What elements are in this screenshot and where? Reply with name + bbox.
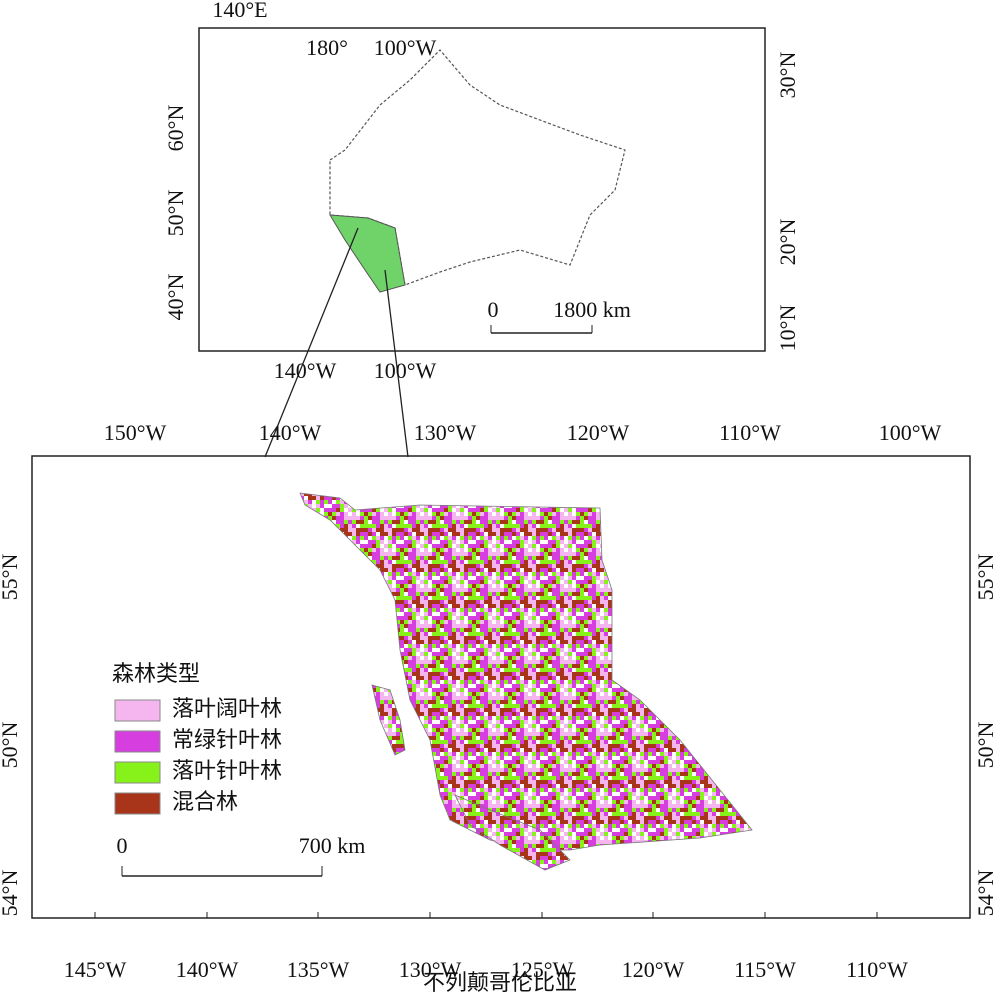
- main-right-label: 50°N: [973, 722, 998, 769]
- canada-outline: [329, 49, 626, 286]
- main-right-label: 54°N: [973, 870, 998, 917]
- inset-frame: [198, 27, 766, 352]
- main-left-label: 54°N: [0, 870, 22, 917]
- main-top-label: 130°W: [414, 420, 477, 445]
- main-right-label: 55°N: [973, 554, 998, 601]
- connector: [384, 269, 409, 458]
- main-bottom-label: 120°W: [622, 957, 685, 982]
- main-top-label: 150°W: [104, 420, 167, 445]
- legend-label: 落叶针叶林: [172, 758, 282, 783]
- main-bottom-label: 130°W: [399, 957, 462, 982]
- main-top-label: 120°W: [567, 420, 630, 445]
- caption: 不列颠哥伦比亚: [423, 970, 577, 995]
- inset-bottom-label: 100°W: [374, 358, 437, 383]
- main-bottom-label: 135°W: [287, 957, 350, 982]
- inset-right-label: 30°N: [775, 52, 800, 99]
- legend-label: 混合林: [172, 789, 238, 814]
- legend-swatch: [114, 730, 161, 753]
- main-left-label: 55°N: [0, 554, 22, 601]
- inset-corner-label: 140°E: [212, 0, 267, 22]
- inset-scale-label: 0: [488, 297, 499, 322]
- inset-right-label: 20°N: [775, 219, 800, 266]
- main-bottom-label: 110°W: [846, 957, 908, 982]
- legend-swatch: [114, 792, 161, 815]
- inset-right-label: 10°N: [775, 305, 800, 352]
- main-top-label: 110°W: [719, 420, 781, 445]
- haida-gwaii: [371, 684, 406, 756]
- inset-top-label: 180°: [306, 35, 348, 60]
- inset-left-label: 40°N: [163, 274, 188, 321]
- inset-left-label: 60°N: [163, 105, 188, 152]
- main-scale-label: 0: [117, 833, 128, 858]
- legend-label: 落叶阔叶林: [172, 696, 282, 721]
- main-top-label: 140°W: [259, 420, 322, 445]
- legend-swatch: [114, 761, 161, 784]
- main-top-label: 100°W: [879, 420, 942, 445]
- inset-left-label: 50°N: [163, 190, 188, 237]
- connector: [264, 227, 359, 458]
- inset-top-label: 100°W: [374, 35, 437, 60]
- inset-bottom-label: 140°W: [274, 358, 337, 383]
- legend-title: 森林类型: [112, 661, 200, 686]
- bc-inset: [329, 214, 406, 293]
- main-frame: [31, 455, 971, 919]
- legend-swatch: [114, 699, 161, 722]
- main-scale-label: 700 km: [299, 833, 366, 858]
- vancouver-island: [454, 794, 571, 871]
- main-bottom-label: 115°W: [734, 957, 796, 982]
- legend-label: 常绿针叶林: [172, 727, 282, 752]
- main-left-label: 50°N: [0, 722, 22, 769]
- bc-forest-map: [299, 492, 753, 851]
- main-bottom-label: 140°W: [176, 957, 239, 982]
- main-bottom-label: 145°W: [64, 957, 127, 982]
- main-bottom-label: 125°W: [511, 957, 574, 982]
- inset-scale-label: 1800 km: [553, 297, 631, 322]
